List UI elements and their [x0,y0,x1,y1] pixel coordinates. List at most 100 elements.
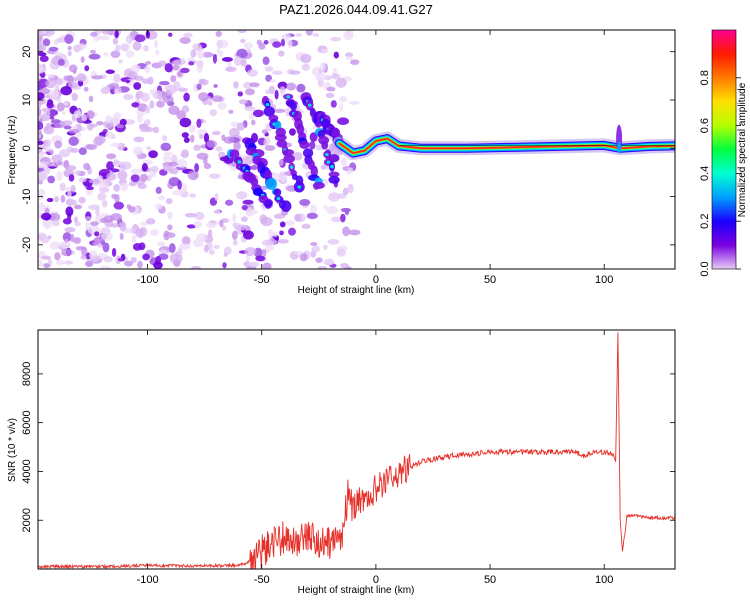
spectrogram-noise-blob [115,44,121,52]
spectrogram-noise-blob [305,30,313,36]
spectrogram-noise-blob [193,144,201,151]
spectrogram-noise-blob [45,78,56,89]
snr-x-ticks: -100 -50 0 50 100 [137,330,613,586]
spectrogram-noise-blob [67,45,72,51]
spectrogram-noise-blob [323,244,328,250]
spectrogram-noise-blob [320,48,329,54]
spectrogram-noise-blob [135,228,144,238]
spectrogram-noise-blob [94,135,106,145]
spectrogram-band-blob [283,154,295,164]
colorbar-tick-label: 0.0 [699,261,711,276]
spectrogram-noise-blob [333,51,339,59]
spectrogram-noise-blob [286,142,292,148]
spectrogram-band-blob [299,140,310,149]
spectrogram-noise-blob [119,118,127,126]
spectrogram-noise-blob [236,48,248,59]
spectrogram-noise-blob [167,211,173,220]
spectrogram-noise-blob [269,79,276,83]
spectrogram-noise-blob [248,209,258,215]
spectrogram-noise-blob [348,100,360,105]
spectrogram-noise-blob [160,142,172,152]
spectrogram-noise-blob [169,167,179,175]
spectrogram-noise-blob [350,59,360,65]
spectrogram-spike-core [617,141,622,154]
spectrogram-noise-blob [194,211,205,221]
spectrogram-noise-blob [320,62,326,72]
spectrogram-noise-blob [183,137,190,144]
spectrogram-noise-blob [47,175,56,184]
spectrogram-noise-blob [347,167,354,174]
spectrogram-noise-blob [41,218,54,229]
spectrogram-noise-blob [330,216,342,223]
spectrogram-noise-blob [223,136,235,144]
spectrogram-noise-blob [290,253,300,259]
snr-y-tick-label: 2000 [21,508,33,532]
spectrogram-noise-blob [41,255,51,260]
spectrogram-noise-blob [73,237,82,244]
spectrogram-noise-blob [56,102,65,112]
spectrogram-noise-blob [67,81,79,89]
spectrogram-noise-blob [123,119,136,125]
spectrogram-noise-blob [106,153,117,160]
colorbar: 0.0 0.2 0.4 0.6 0.8 Normalized spectral ampl… [699,29,748,277]
spectrogram-noise-blob [133,82,142,90]
spectrogram-noise-blob [312,33,320,37]
spectrogram-noise-blob [301,223,311,230]
snr-x-tick-label: -50 [254,574,270,586]
spectrogram-noise-blob [288,227,297,236]
spectrogram-band-blob [273,188,282,197]
spectrogram-noise-blob [56,170,63,181]
spectrogram-noise-blob [101,30,112,35]
spectrogram-noise-blob [140,92,150,102]
spectrogram-noise-blob [223,246,232,255]
spectrogram-noise-blob [236,224,247,231]
spectrogram-y-axis-label: Frequency (Hz) [7,116,18,185]
spectrogram-noise-blob [155,186,162,195]
spectrogram-noise-blob [240,58,247,67]
spectrogram-noise-blob [172,64,180,71]
spectrogram-noise-blob [268,228,274,239]
spectrogram-noise-blob [144,65,151,74]
spectrogram-noise-blob [88,53,101,60]
spectrogram-noise-blob [94,231,100,237]
spectrogram-noise-blob [103,256,113,263]
spectrogram-noise-blob [100,87,110,95]
spectrogram-noise-blob [111,247,117,257]
spectrogram-x-tick-label: 50 [484,274,496,286]
spectrogram-noise-blob [45,139,51,147]
spectrogram-noise-blob [38,52,47,57]
spectrogram-noise-blob [132,40,142,51]
spectrogram-noise-blob [113,73,121,84]
spectrogram-noise-blob [221,57,233,62]
spectrogram-noise-blob [198,92,209,102]
spectrogram-noise-blob [209,109,218,117]
spectrogram-noise-blob [323,258,335,266]
spectrogram-noise-blob [188,124,196,133]
spectrogram-noise-blob [171,60,180,66]
spectrogram-noise-blob [214,193,219,201]
spectrogram-noise-blob [189,193,196,198]
spectrogram-noise-blob [59,241,72,249]
spectrogram-noise-blob [179,117,192,128]
spectrogram-noise-blob [112,37,119,45]
spectrogram-noise-blob [143,45,149,52]
spectrogram-noise-blob [340,262,349,269]
spectrogram-noise-blob [253,247,263,258]
spectrogram-noise-blob [88,95,94,103]
spectrogram-noise-blob [152,126,160,134]
spectrogram-noise-blob [311,245,320,253]
spectrogram-noise-blob [187,170,199,181]
spectrogram-noise-blob [316,72,326,78]
spectrogram-noise-blob [81,114,88,122]
spectrogram-noise-blob [38,149,45,160]
spectrogram-noise-blob [191,265,202,269]
spectrogram-noise-blob [177,71,183,77]
spectrogram-noise-blob [222,262,227,269]
spectrogram-band-blob [290,101,297,111]
spectrogram-noise-blob [43,109,51,117]
spectrogram-noise-blob [177,87,188,92]
spectrogram-noise-blob [162,135,168,142]
spectrogram-noise-blob [65,198,76,206]
spectrogram-noise-blob [262,248,267,259]
spectrogram-noise-blob [264,245,275,251]
